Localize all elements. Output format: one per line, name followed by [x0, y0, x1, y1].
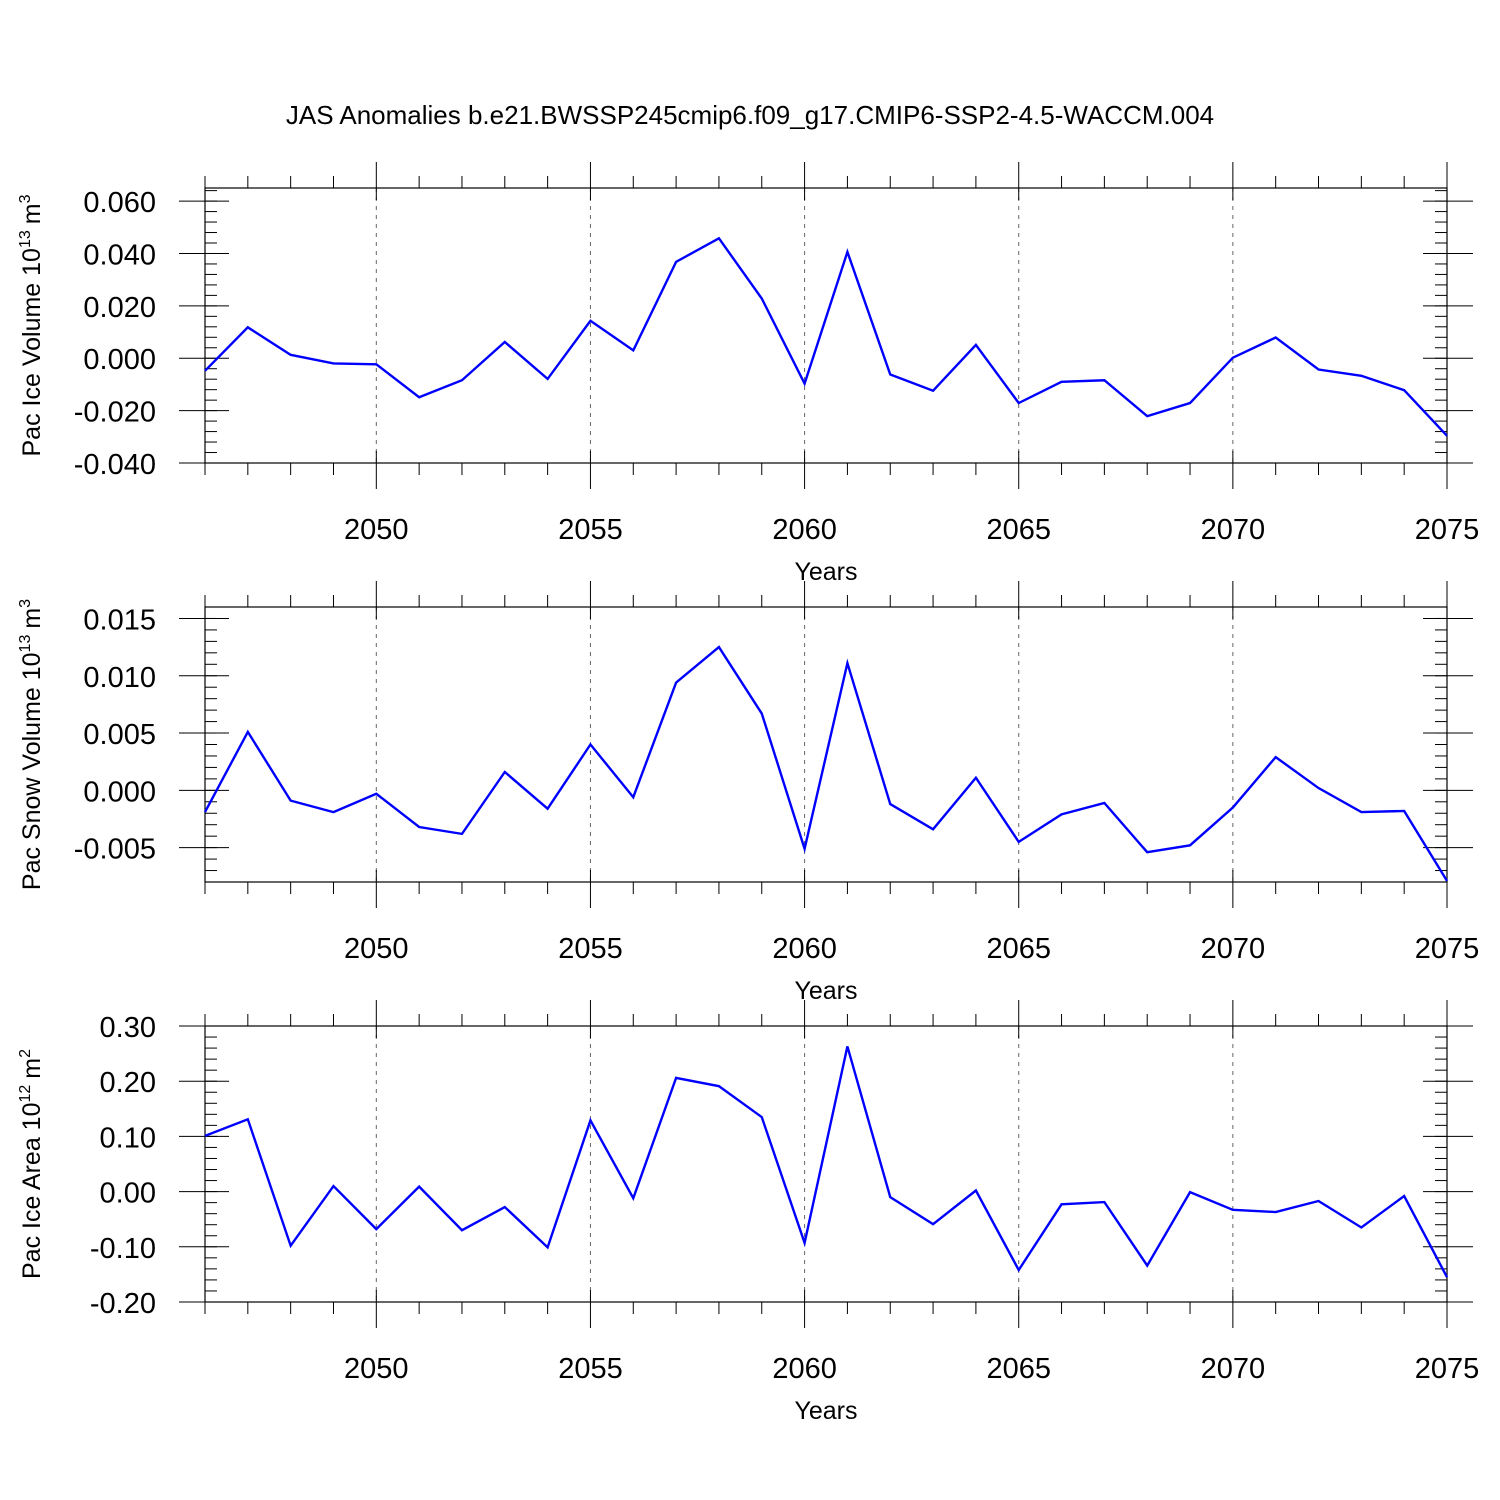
- x-tick-label: 2075: [1415, 1353, 1480, 1385]
- y-tick-label: 0.000: [83, 344, 156, 376]
- chart-panel-3: 2050 2055 2060 2065 2070 2075 Years 0.30 0.20 0.1…: [17, 1000, 1479, 1425]
- y-tick-label: -0.040: [74, 449, 156, 481]
- chart-title: JAS Anomalies b.e21.BWSSP245cmip6.f09_g1…: [286, 100, 1214, 130]
- series-line: [204, 1046, 1449, 1278]
- y-tick-label: -0.005: [74, 834, 156, 866]
- x-tick-label: 2065: [986, 1353, 1051, 1385]
- y-tick-label: 0.10: [100, 1122, 156, 1154]
- x-tick-label: 2050: [344, 933, 409, 965]
- y-tick-label: 0.015: [83, 604, 156, 636]
- y-tick-label: 0.000: [83, 776, 156, 808]
- series-line: [203, 645, 1449, 882]
- x-tick-label: 2075: [1415, 514, 1480, 546]
- y-tick-label: 0.20: [100, 1067, 156, 1099]
- x-axis-title: Years: [794, 558, 857, 586]
- plot-frame: [204, 606, 1448, 883]
- plot-frame: [204, 1025, 1448, 1303]
- y-axis-title: Pac Ice Volume 1013m3: [17, 194, 46, 456]
- x-tick-label: 2055: [558, 1353, 623, 1385]
- x-tick-label: 2075: [1415, 933, 1480, 965]
- y-axis-title: Pac Ice Area 1012m2: [17, 1049, 46, 1279]
- y-tick-label: 0.020: [83, 292, 156, 324]
- y-tick-label: 0.040: [83, 239, 156, 271]
- x-tick-label: 2065: [986, 514, 1051, 546]
- x-tick-label: 2070: [1201, 514, 1266, 546]
- plot-frame: [204, 187, 1448, 464]
- x-tick-label: 2065: [986, 933, 1051, 965]
- x-tick-label: 2070: [1201, 1353, 1266, 1385]
- x-tick-label: 2050: [344, 1353, 409, 1385]
- y-tick-label: -0.10: [90, 1233, 156, 1265]
- y-tick-label: 0.00: [100, 1178, 156, 1210]
- x-tick-label: 2060: [772, 514, 837, 546]
- x-tick-label: 2070: [1201, 933, 1266, 965]
- y-tick-label: -0.20: [90, 1288, 156, 1320]
- x-axis-title: Years: [794, 977, 857, 1005]
- x-tick-label: 2055: [558, 514, 623, 546]
- chart-panel-2: 2050 2055 2060 2065 2070 2075 Years 0.015 0.010 0…: [17, 581, 1479, 1005]
- x-tick-label: 2055: [558, 933, 623, 965]
- x-axis-title: Years: [794, 1397, 857, 1425]
- y-axis-title: Pac Snow Volume 1013m3: [17, 599, 46, 890]
- y-tick-label: 0.010: [83, 662, 156, 694]
- x-tick-label: 2060: [772, 933, 837, 965]
- y-tick-label: 0.30: [100, 1012, 156, 1044]
- chart-panel-1: 2050 2055 2060 2065 2070 2075 Years 0.060 0.040 0…: [17, 162, 1479, 586]
- y-tick-label: -0.020: [74, 397, 156, 429]
- x-tick-label: 2060: [772, 1353, 837, 1385]
- x-tick-label: 2050: [344, 514, 409, 546]
- y-tick-label: 0.005: [83, 719, 156, 751]
- y-tick-label: 0.060: [83, 187, 156, 219]
- series-line: [204, 236, 1448, 437]
